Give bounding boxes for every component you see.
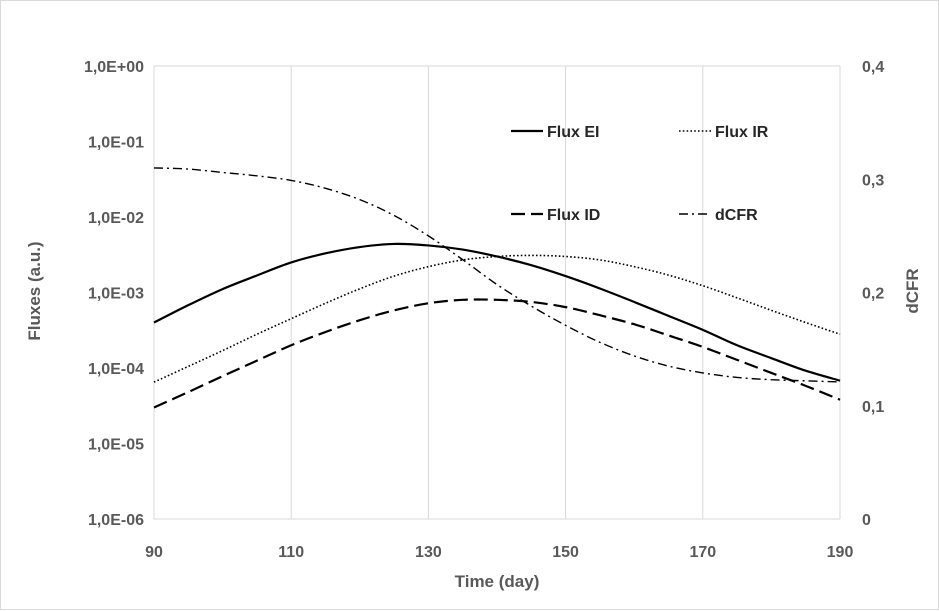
- legend-item: Flux IR: [679, 124, 769, 141]
- y-tick-label: 1,0E-05: [88, 437, 144, 454]
- legend-layer: Flux EI Flux IR Flux ID dCFR: [511, 124, 769, 224]
- y-tick-label: 1,0E-04: [88, 361, 144, 378]
- y-tick-label: 1,0E-03: [88, 286, 144, 303]
- x-tick-label: 110: [278, 544, 304, 561]
- legend-label: dCFR: [715, 207, 758, 224]
- x-tick-label: 130: [415, 544, 442, 561]
- legend-label: Flux EI: [547, 124, 599, 141]
- axes-layer: [154, 65, 840, 520]
- grid-layer: [153, 66, 841, 519]
- series-line-dcfr: [153, 167, 841, 383]
- x-tick-label: 170: [689, 544, 716, 561]
- y2-tick-label: 0,4: [862, 59, 884, 76]
- x-axis-title: Time (day): [455, 572, 540, 591]
- y-tick-label: 1,0E-06: [88, 512, 144, 529]
- ticks-layer: 90 110 130 150 170 190 1,0E-06 1,0E-05 1,0E-04 1,…: [84, 59, 884, 561]
- y2-tick-label: 0: [862, 512, 871, 529]
- y2-tick-label: 0,2: [862, 286, 884, 303]
- x-tick-label: 190: [827, 544, 854, 561]
- legend-item: dCFR: [679, 207, 758, 224]
- y-axis-title: Fluxes (a.u.): [25, 241, 44, 340]
- legend-label: Flux ID: [547, 207, 600, 224]
- y2-axis-title: dCFR: [903, 268, 922, 313]
- series-line-flux-id: [153, 298, 841, 409]
- legend-label: Flux IR: [715, 124, 769, 141]
- x-tick-label: 90: [145, 544, 163, 561]
- legend-item: Flux EI: [511, 124, 599, 141]
- series-line-flux-ei: [153, 242, 841, 382]
- y-tick-label: 1,0E-02: [88, 210, 144, 227]
- y2-tick-label: 0,3: [862, 172, 884, 189]
- legend-item: Flux ID: [511, 207, 600, 224]
- y2-tick-label: 0,1: [862, 399, 884, 416]
- series-layer: [153, 167, 841, 409]
- x-tick-label: 150: [552, 544, 579, 561]
- y-tick-label: 1,0E-01: [88, 135, 144, 152]
- y-tick-label: 1,0E+00: [84, 59, 144, 76]
